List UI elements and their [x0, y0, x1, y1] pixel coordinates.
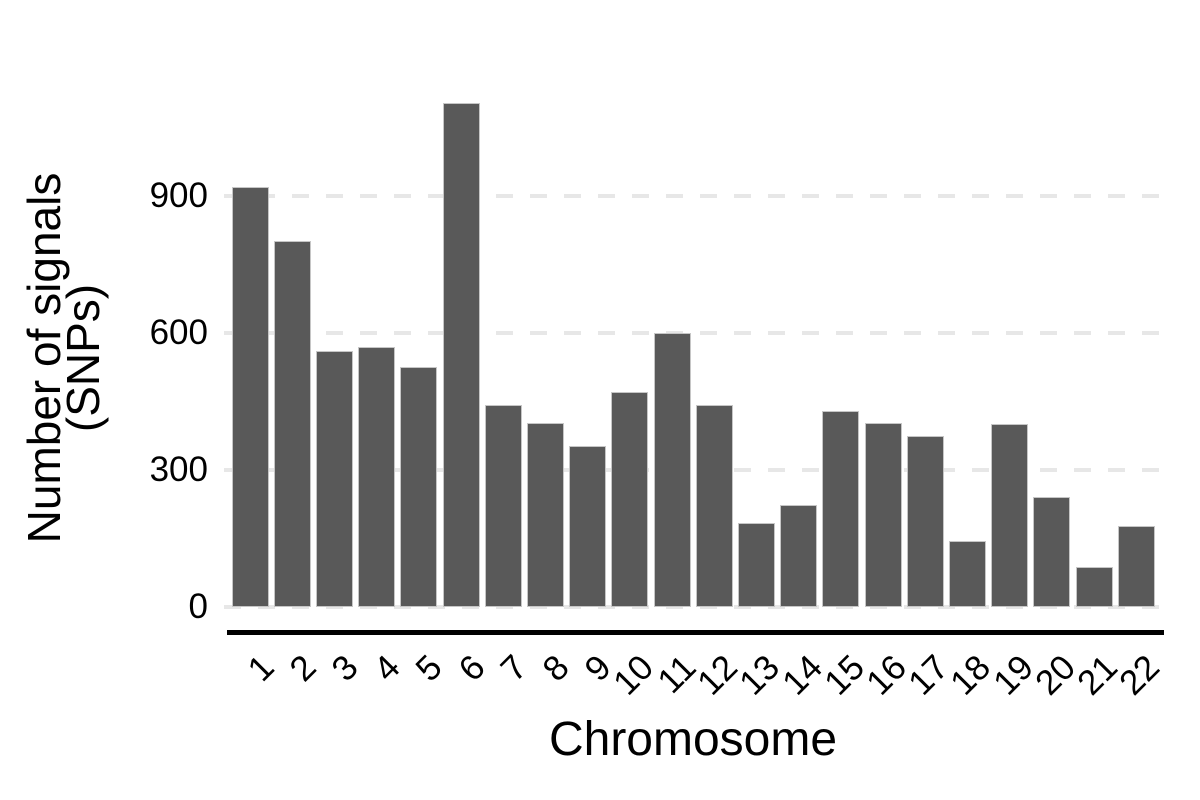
bar-chr-13 [737, 522, 775, 607]
bar-chr-20 [1033, 496, 1071, 607]
bar-chr-10 [611, 391, 649, 607]
bar-chr-9 [569, 446, 607, 607]
bar-chr-4 [358, 346, 396, 607]
y-tick-label-600: 600 [149, 313, 208, 352]
bar-chr-8 [526, 422, 564, 607]
y-axis-title: Number of signals (SNPs) [18, 173, 109, 544]
x-tick-label-8: 8 [535, 647, 577, 689]
x-tick-label-2: 2 [282, 647, 324, 689]
bar-chr-22 [1117, 526, 1155, 607]
gridline-900 [224, 194, 1162, 198]
bar-chr-16 [864, 422, 902, 607]
x-tick-label-3: 3 [324, 647, 366, 689]
bar-chr-17 [906, 436, 944, 607]
bar-chr-5 [400, 366, 438, 607]
bar-chr-7 [484, 405, 522, 607]
bar-chr-21 [1075, 566, 1113, 607]
y-tick-label-900: 900 [149, 176, 208, 215]
x-tick-label-22: 22 [1112, 647, 1168, 703]
x-axis-title: Chromosome [548, 713, 838, 766]
x-tick-label-7: 7 [493, 647, 535, 689]
bar-chr-14 [780, 504, 818, 607]
gridline-300 [224, 468, 1162, 472]
bar-chr-15 [822, 411, 860, 607]
x-tick-label-5: 5 [408, 647, 450, 689]
bar-chr-6 [442, 102, 480, 607]
bar-chr-18 [948, 540, 986, 607]
bar-chr-3 [315, 350, 353, 607]
bar-chr-11 [653, 333, 691, 607]
y-tick-label-300: 300 [149, 450, 208, 489]
bar-chr-19 [991, 423, 1029, 607]
gridline-600 [224, 331, 1162, 335]
x-axis-line [227, 630, 1164, 635]
x-tick-label-1: 1 [239, 647, 282, 689]
x-tick-label-4: 4 [366, 647, 408, 689]
bar-chr-1 [231, 186, 269, 607]
x-tick-label-6: 6 [450, 647, 493, 689]
bar-chr-12 [695, 405, 733, 607]
y-tick-label-0: 0 [188, 587, 208, 626]
gridline-0 [224, 605, 1162, 609]
bar-chr-2 [273, 241, 311, 607]
